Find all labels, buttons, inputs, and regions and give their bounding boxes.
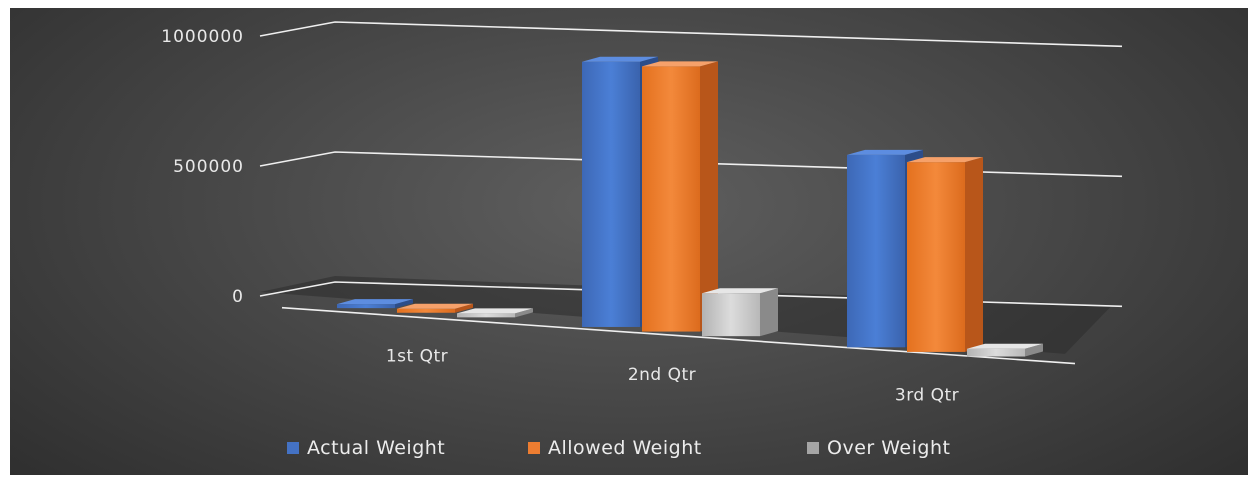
bar-top <box>337 299 413 305</box>
category-label: 2nd Qtr <box>628 365 696 385</box>
legend-label: Actual Weight <box>307 437 445 459</box>
bar-over-weight-1st-qtr <box>457 308 533 318</box>
bar-side <box>965 157 983 352</box>
legend-swatch <box>807 442 819 454</box>
floor-front-edge <box>281 306 1076 365</box>
bar-side <box>700 61 718 332</box>
bar-top <box>967 343 1043 349</box>
bar-chart-3d: 0 500000 1000000 1st Qtr 2nd Qtr 3rd Qtr Actu… <box>161 21 1123 459</box>
legend-item-actual-weight: Actual Weight <box>287 437 445 459</box>
legend-swatch <box>287 442 299 454</box>
bar-front <box>702 293 760 337</box>
bar-front <box>457 313 515 318</box>
category-label: 1st Qtr <box>386 346 448 366</box>
legend-item-over-weight: Over Weight <box>807 437 950 459</box>
bar-side <box>1025 343 1043 357</box>
bar-side <box>515 308 533 318</box>
y-tick-label: 0 <box>232 287 244 307</box>
bar-front <box>642 66 700 332</box>
bar-allowed-weight-2nd-qtr <box>642 61 718 332</box>
bar-front <box>582 61 640 327</box>
bar-top <box>847 149 923 155</box>
legend-item-allowed-weight: Allowed Weight <box>528 437 702 459</box>
bar-top <box>702 288 778 294</box>
bar-over-weight-3rd-qtr <box>967 343 1043 357</box>
bar-front <box>337 304 395 309</box>
legend-label: Over Weight <box>827 437 950 459</box>
bar-side <box>455 303 473 313</box>
legend-label: Allowed Weight <box>548 437 702 459</box>
legend-swatch <box>528 442 540 454</box>
bar-over-weight-2nd-qtr <box>702 288 778 337</box>
bar-front <box>397 308 455 313</box>
y-tick-label: 500000 <box>173 157 244 177</box>
bar-actual-weight-1st-qtr <box>337 299 413 309</box>
bar-side <box>395 299 413 309</box>
gridline-1000000 <box>259 21 1123 48</box>
bar-top <box>457 308 533 314</box>
bar-allowed-weight-3rd-qtr <box>907 157 983 352</box>
bar-front <box>847 154 905 348</box>
bar-top <box>397 303 473 309</box>
chart-area: 0 500000 1000000 1st Qtr 2nd Qtr 3rd Qtr Actu… <box>10 8 1248 475</box>
bar-top <box>907 157 983 163</box>
bar-side <box>760 288 778 337</box>
category-label: 3rd Qtr <box>895 385 959 405</box>
bar-front <box>907 162 965 352</box>
bar-front <box>967 348 1025 357</box>
bar-top <box>642 61 718 67</box>
bar-allowed-weight-1st-qtr <box>397 303 473 313</box>
y-tick-label: 1000000 <box>161 27 244 47</box>
bar-top <box>582 56 658 62</box>
